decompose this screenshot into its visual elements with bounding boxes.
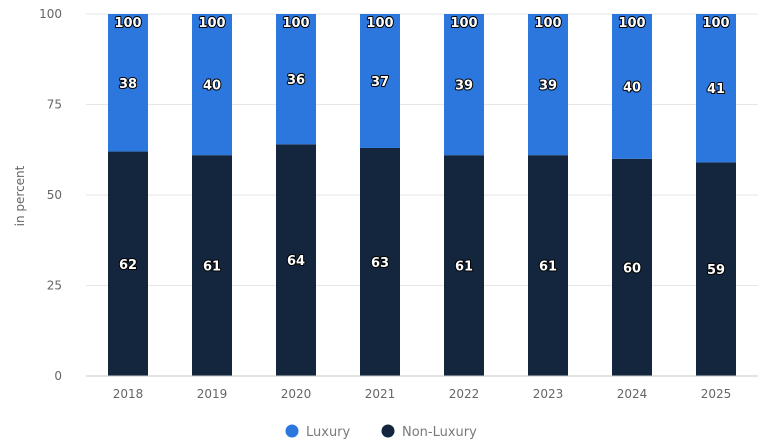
legend-label-luxury: Luxury: [306, 425, 351, 440]
data-label-non-luxury-2018: 62: [119, 258, 137, 273]
y-tick-75: 75: [47, 98, 62, 112]
legend: Luxury Non-Luxury: [285, 424, 478, 441]
bar-non-luxury-2021[interactable]: [360, 147, 400, 376]
data-label-non-luxury-2021: 63: [371, 256, 389, 271]
total-label-2018: 100: [114, 16, 141, 31]
grid-lines: [86, 13, 758, 286]
bars: [108, 14, 736, 376]
data-label-non-luxury-2020: 64: [287, 254, 305, 269]
data-label-luxury-2025: 41: [707, 82, 725, 97]
data-label-non-luxury-2025: 59: [707, 263, 725, 278]
x-tick-2021: 2021: [365, 387, 396, 401]
total-label-2023: 100: [534, 16, 561, 31]
bar-luxury-2018[interactable]: [108, 14, 148, 152]
bar-luxury-2019[interactable]: [192, 14, 232, 156]
legend-label-non-luxury: Non-Luxury: [402, 425, 477, 440]
x-tick-2023: 2023: [533, 387, 564, 401]
y-tick-100: 100: [39, 7, 62, 21]
data-label-non-luxury-2024: 60: [623, 261, 641, 276]
y-tick-labels: 0 25 50 75 100: [39, 7, 62, 383]
bar-non-luxury-2023[interactable]: [528, 155, 568, 376]
total-label-2025: 100: [702, 16, 729, 31]
data-label-non-luxury-2019: 61: [203, 260, 221, 275]
x-tick-2018: 2018: [113, 387, 144, 401]
x-tick-2025: 2025: [701, 387, 732, 401]
data-label-non-luxury-2022: 61: [455, 260, 473, 275]
data-label-luxury-2020: 36: [287, 73, 305, 88]
bar-non-luxury-2022[interactable]: [444, 155, 484, 376]
total-label-2019: 100: [198, 16, 225, 31]
total-label-2022: 100: [450, 16, 477, 31]
total-label-2021: 100: [366, 16, 393, 31]
bar-luxury-2021[interactable]: [360, 14, 400, 148]
bar-non-luxury-2024[interactable]: [612, 158, 652, 376]
y-tick-25: 25: [47, 279, 62, 293]
legend-item-luxury[interactable]: Luxury: [285, 424, 351, 441]
data-label-luxury-2023: 39: [539, 79, 557, 94]
bar-luxury-2024[interactable]: [612, 14, 652, 159]
bar-luxury-2025[interactable]: [696, 14, 736, 163]
x-tick-2024: 2024: [617, 387, 648, 401]
bar-luxury-2022[interactable]: [444, 14, 484, 156]
data-label-luxury-2022: 39: [455, 79, 473, 94]
bar-non-luxury-2020[interactable]: [276, 144, 316, 376]
x-tick-2020: 2020: [281, 387, 312, 401]
x-tick-2022: 2022: [449, 387, 480, 401]
data-label-luxury-2018: 38: [119, 77, 137, 92]
legend-swatch-non-luxury: [381, 424, 395, 438]
bar-non-luxury-2025[interactable]: [696, 162, 736, 376]
legend-swatch-luxury: [285, 424, 299, 438]
bar-non-luxury-2018[interactable]: [108, 151, 148, 376]
data-label-luxury-2024: 40: [623, 80, 641, 95]
y-tick-50: 50: [47, 188, 62, 202]
data-label-non-luxury-2023: 61: [539, 260, 557, 275]
x-tick-2019: 2019: [197, 387, 228, 401]
y-tick-0: 0: [54, 369, 62, 383]
total-label-2020: 100: [282, 16, 309, 31]
data-label-luxury-2021: 37: [371, 75, 389, 90]
legend-item-non-luxury[interactable]: Non-Luxury: [381, 424, 478, 441]
bar-luxury-2023[interactable]: [528, 14, 568, 156]
x-tick-labels: 2018 2019 2020 2021 2022 2023 2024 2025: [113, 387, 732, 401]
data-labels: 62 38 100 61 40 100 64 36 100 63 37 100 61 39 100 61 39 1…: [113, 15, 730, 279]
total-label-2024: 100: [618, 16, 645, 31]
y-axis-label: in percent: [13, 165, 27, 226]
bar-luxury-2020[interactable]: [276, 14, 316, 145]
data-label-luxury-2019: 40: [203, 79, 221, 94]
bar-non-luxury-2019[interactable]: [192, 155, 232, 376]
